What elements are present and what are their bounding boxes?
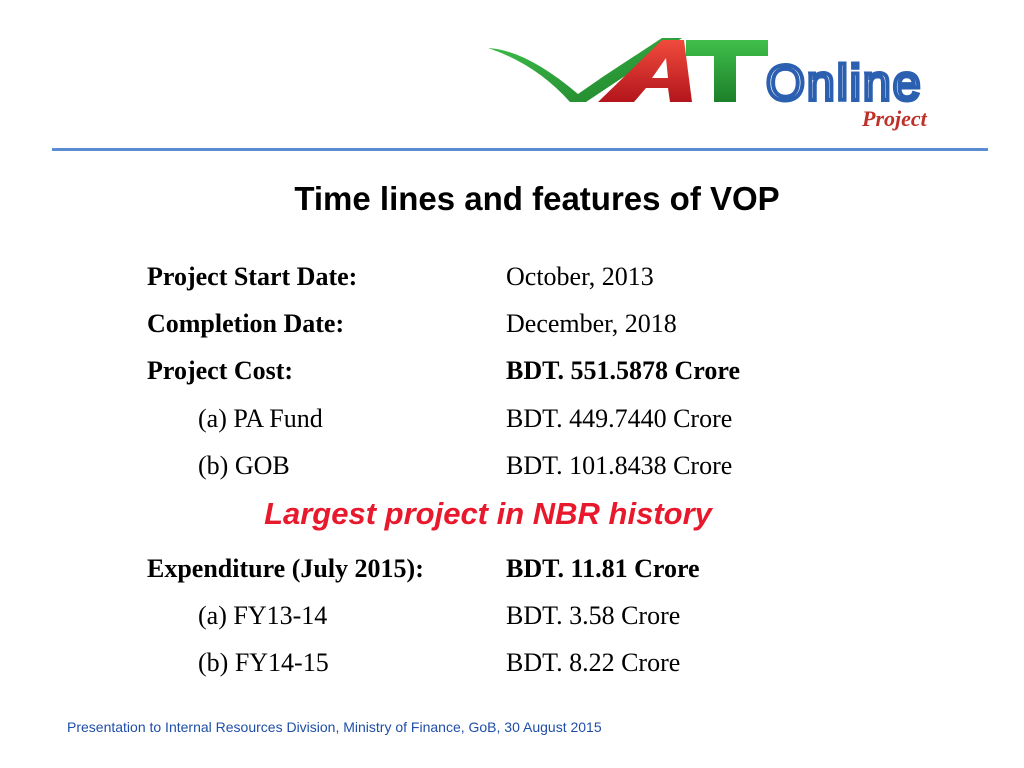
slide-title: Time lines and features of VOP [294,180,780,217]
logo-t-shape [686,40,768,102]
row-value: BDT. 101.8438 Crore [506,451,733,480]
row-value: BDT. 449.7440 Crore [506,404,733,433]
row-value: BDT. 3.58 Crore [506,601,681,630]
row-pa-fund: (a) PA Fund BDT. 449.7440 Crore [0,404,1024,444]
row-label: Completion Date: [147,309,345,338]
logo-a-shape [598,40,692,102]
row-value: BDT. 551.5878 Crore [506,356,740,385]
logo-project-text: Project [861,106,928,131]
footer-text: Presentation to Internal Resources Divis… [67,719,602,735]
row-label: Expenditure (July 2015): [147,554,424,583]
row-label: Project Start Date: [147,262,358,291]
header-divider [52,148,988,151]
highlight-text: Largest project in NBR history [264,496,712,531]
row-fy13-14: (a) FY13-14 BDT. 3.58 Crore [0,601,1024,641]
row-label: Project Cost: [147,356,294,385]
vat-online-project-logo: Online Project [488,38,928,131]
row-value: BDT. 11.81 Crore [506,554,700,583]
row-expenditure: Expenditure (July 2015): BDT. 11.81 Cror… [0,554,1024,594]
row-completion-date: Completion Date: December, 2018 [0,309,1024,349]
row-label: (b) FY14-15 [198,648,329,677]
row-start-date: Project Start Date: October, 2013 [0,262,1024,302]
row-value: October, 2013 [506,262,654,291]
row-fy14-15: (b) FY14-15 BDT. 8.22 Crore [0,648,1024,688]
row-gob: (b) GOB BDT. 101.8438 Crore [0,451,1024,491]
row-label: (b) GOB [198,451,290,480]
row-label: (a) PA Fund [198,404,323,433]
row-value: December, 2018 [506,309,677,338]
row-value: BDT. 8.22 Crore [506,648,681,677]
row-label: (a) FY13-14 [198,601,328,630]
row-project-cost: Project Cost: BDT. 551.5878 Crore [0,356,1024,396]
logo-online-text: Online [766,55,923,111]
